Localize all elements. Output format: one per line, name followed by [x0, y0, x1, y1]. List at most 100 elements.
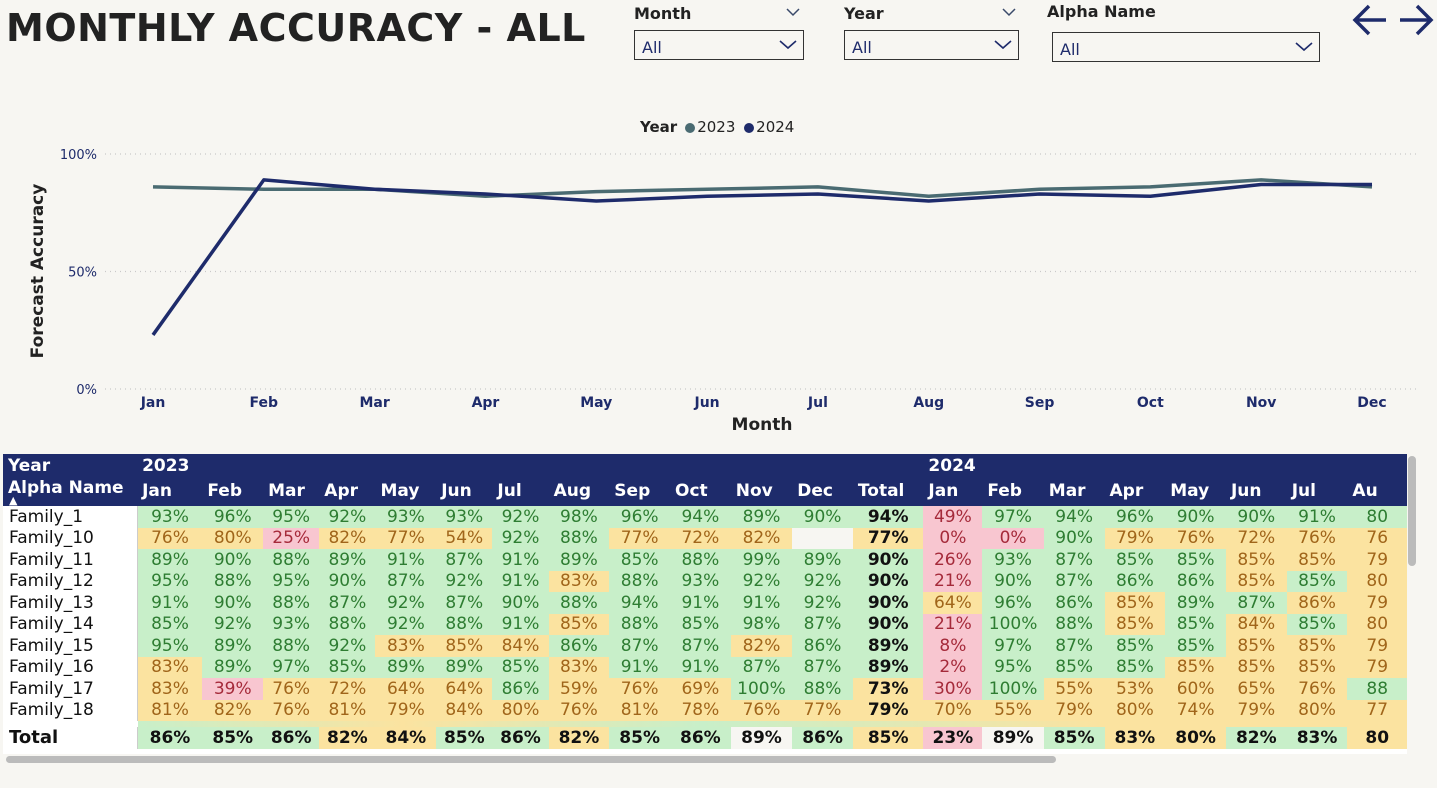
x-tick-label: Jul: [807, 395, 828, 411]
cell-2024: 72%: [1225, 527, 1287, 549]
cell-2024: 100%: [982, 678, 1044, 700]
arrow-left-icon: [1352, 4, 1386, 36]
row-total-2023: 94%: [852, 506, 924, 528]
header-2024-jan[interactable]: Jan: [923, 476, 983, 506]
alpha-name-dropdown-value: All: [1060, 40, 1080, 59]
cell-2023: 81%: [609, 699, 671, 721]
cell-2023: 59%: [548, 678, 610, 700]
cell-2023: 98%: [548, 506, 610, 528]
forward-arrow-button[interactable]: [1398, 4, 1434, 40]
cell-2024: 80%: [1286, 699, 1348, 721]
cell-2024: 79: [1347, 549, 1407, 571]
header-2023-sep[interactable]: Sep: [609, 476, 671, 506]
table-row[interactable]: Family_15 95% 89% 88% 92% 83% 85% 84% 86% 87% 87% 8…: [3, 635, 1407, 657]
header-alpha-name[interactable]: Alpha Name ▲: [3, 476, 138, 506]
header-2024-apr[interactable]: Apr: [1104, 476, 1166, 506]
header-2023-apr[interactable]: Apr: [319, 476, 376, 506]
header-2023-total[interactable]: Total: [852, 476, 924, 506]
table-row[interactable]: Family_16 83% 89% 97% 85% 89% 89% 85% 83% 91% 91% 8…: [3, 656, 1407, 678]
cell-2023: 78%: [670, 699, 731, 721]
cell-2024: 85%: [1286, 635, 1348, 657]
cell-2024: 86%: [1165, 570, 1226, 592]
cell-2023: 92%: [375, 592, 437, 614]
cell-2023: 92%: [202, 613, 264, 635]
table-row[interactable]: Family_1 93% 96% 95% 92% 93% 93% 92% 98% 96% 94% 89…: [3, 506, 1407, 528]
cell-2024: 87%: [1043, 570, 1105, 592]
cell-2023: 76%: [137, 527, 203, 549]
total-cell-2023: 85%: [436, 727, 493, 749]
month-slicer-label: Month: [634, 4, 692, 23]
header-2024-may[interactable]: May: [1165, 476, 1226, 506]
table-row[interactable]: Family_13 91% 90% 88% 87% 92% 87% 90% 88% 94% 91% 9…: [3, 592, 1407, 614]
cell-2023: 92%: [319, 635, 376, 657]
header-2023-aug[interactable]: Aug: [548, 476, 610, 506]
cell-2023: 72%: [670, 527, 731, 549]
month-dropdown[interactable]: All: [634, 30, 804, 60]
cell-2023: 92%: [792, 592, 853, 614]
chevron-down-icon: [1295, 42, 1313, 52]
table-row[interactable]: Family_12 95% 88% 95% 90% 87% 92% 91% 83% 88% 93% 9…: [3, 570, 1407, 592]
year-dropdown[interactable]: All: [844, 30, 1019, 60]
cell-2023: 89%: [202, 656, 264, 678]
header-2023-dec[interactable]: Dec: [792, 476, 853, 506]
cell-2024: 0%: [923, 527, 983, 549]
chevron-down-icon: [779, 40, 797, 50]
cell-2024: 87%: [1043, 549, 1105, 571]
cell-2024: 77: [1347, 699, 1407, 721]
total-cell-2023: 89%: [730, 727, 793, 749]
cell-2023: 97%: [263, 656, 320, 678]
chevron-down-icon[interactable]: [786, 6, 800, 21]
header-2024-mar[interactable]: Mar: [1043, 476, 1105, 506]
total-cell-2023: 82%: [548, 727, 610, 749]
cell-2023: 95%: [137, 635, 203, 657]
cell-2023: 94%: [609, 592, 671, 614]
cell-2023: 88%: [792, 678, 853, 700]
x-tick-label: Jun: [694, 395, 720, 411]
header-2024-au[interactable]: Au: [1347, 476, 1407, 506]
header-2023-jun[interactable]: Jun: [436, 476, 493, 506]
month-slicer: Month All: [634, 4, 804, 64]
table-row[interactable]: Family_18 81% 82% 76% 81% 79% 84% 80% 76% 81% 78% 7…: [3, 699, 1407, 721]
header-2023-jan[interactable]: Jan: [137, 476, 203, 506]
back-arrow-button[interactable]: [1352, 4, 1388, 40]
header-2023-jul[interactable]: Jul: [492, 476, 549, 506]
cell-2023: 87%: [436, 592, 493, 614]
header-2023-oct[interactable]: Oct: [670, 476, 731, 506]
cell-2024: 70%: [923, 699, 983, 721]
table-row[interactable]: Family_14 85% 92% 93% 88% 92% 88% 91% 85% 88% 85% 9…: [3, 613, 1407, 635]
total-cell-2023: 84%: [375, 727, 437, 749]
horizontal-scrollbar[interactable]: [6, 756, 1056, 763]
header-2023-nov[interactable]: Nov: [730, 476, 793, 506]
cell-2023: 89%: [548, 549, 610, 571]
x-tick-label: Feb: [250, 395, 279, 411]
header-2023-feb[interactable]: Feb: [202, 476, 264, 506]
header-2023-mar[interactable]: Mar: [263, 476, 320, 506]
total-cell-2024: 89%: [982, 727, 1044, 749]
header-2023-may[interactable]: May: [375, 476, 437, 506]
cell-2024: 74%: [1165, 699, 1226, 721]
sort-ascending-icon[interactable]: ▲: [9, 494, 18, 506]
header-2024-jul[interactable]: Jul: [1286, 476, 1348, 506]
table-row[interactable]: Family_10 76% 80% 25% 82% 77% 54% 92% 88% 77% 72% 8…: [3, 527, 1407, 549]
cell-2024: 0%: [982, 527, 1044, 549]
row-total-2023: 90%: [852, 549, 924, 571]
total-cell-2023: 82%: [319, 727, 376, 749]
row-total-2023: 77%: [852, 527, 924, 549]
cell-2023: 98%: [730, 613, 793, 635]
chevron-down-icon[interactable]: [1002, 6, 1016, 21]
cell-2024: 90%: [1165, 506, 1226, 528]
cell-2023: 64%: [436, 678, 493, 700]
alpha-name-dropdown[interactable]: All: [1052, 32, 1320, 62]
header-2024-feb[interactable]: Feb: [982, 476, 1044, 506]
cell-2023: 85%: [436, 635, 493, 657]
table-row[interactable]: Family_11 89% 90% 88% 89% 91% 87% 91% 89% 85% 88% 9…: [3, 549, 1407, 571]
cell-2023: 87%: [792, 613, 853, 635]
cell-2024: 93%: [982, 549, 1044, 571]
table-row[interactable]: Family_17 83% 39% 76% 72% 64% 64% 86% 59% 76% 69% 1…: [3, 678, 1407, 700]
header-2024-jun[interactable]: Jun: [1225, 476, 1287, 506]
cell-2024: 79%: [1104, 527, 1166, 549]
page-title: MONTHLY ACCURACY - ALL: [6, 6, 586, 50]
cell-2023: 91%: [492, 549, 549, 571]
vertical-scrollbar[interactable]: [1408, 456, 1416, 566]
cell-2023: 88%: [319, 613, 376, 635]
